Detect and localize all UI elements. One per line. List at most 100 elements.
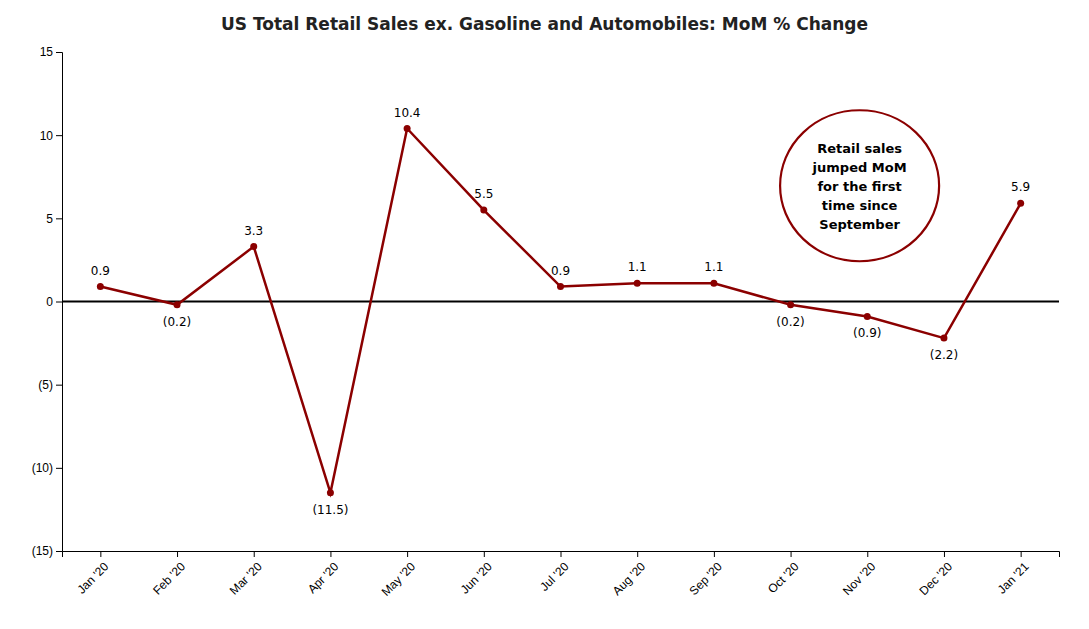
x-tick-mark (714, 551, 715, 557)
x-tick-mark (100, 551, 101, 557)
title: US Total Retail Sales ex. Gasoline and A… (221, 14, 868, 34)
data-label: 5.5 (474, 187, 493, 201)
x-tick-label: Feb '20 (150, 559, 188, 597)
x-tick-mark (254, 551, 255, 557)
x-tick: May '20 (379, 551, 419, 599)
y-tick-label: 5 (46, 212, 53, 226)
x-axis-line (63, 552, 1060, 558)
x-tick: Apr '20 (305, 551, 342, 596)
x-tick-mark (637, 551, 638, 557)
y-tick-label: 10 (40, 129, 54, 143)
data-label: 5.9 (1011, 180, 1030, 194)
data-label: 3.3 (244, 224, 263, 238)
y-tick-mark (56, 135, 62, 136)
data-label: (0.9) (853, 326, 881, 340)
data-label: (0.2) (776, 315, 804, 329)
y-tick-label: (15) (32, 544, 53, 558)
x-tick: Oct '20 (765, 551, 802, 596)
x-axis: Jan '20 Feb '20 Mar '20 Apr '20 May '20 Jun '… (63, 551, 1060, 599)
x-tick-label: Jan '21 (995, 559, 1032, 596)
marker (710, 280, 717, 287)
annotation-group: Retail salesjumped MoMfor the firsttime … (780, 110, 939, 261)
y-tick-mark (56, 468, 62, 469)
y-axis-line (56, 53, 63, 552)
y-tick-label: 0 (46, 295, 53, 309)
y-tick-mark (56, 385, 62, 386)
annotation-ellipse (780, 110, 939, 261)
marker (557, 283, 564, 290)
x-tick-mark (1021, 551, 1022, 557)
x-tick: Nov '20 (840, 551, 879, 598)
chart: US Total Retail Sales ex. Gasoline and A… (0, 0, 1089, 629)
series (97, 125, 1024, 496)
data-labels: 0.9 (0.2) 3.3 (11.5) 10.4 5.5 0.9 1.1 1.1 (0.2) (0… (91, 106, 1030, 517)
data-label: 1.1 (628, 260, 647, 274)
x-tick-label: May '20 (379, 559, 419, 599)
data-label: 1.1 (704, 260, 723, 274)
x-tick-label: Mar '20 (227, 559, 265, 597)
y-tick: 0 (46, 295, 62, 309)
marker (480, 207, 487, 214)
x-tick-mark (867, 551, 868, 557)
x-tick-mark (561, 551, 562, 557)
data-label: (0.2) (163, 315, 191, 329)
x-tick-label: Dec '20 (917, 559, 956, 598)
zero-line (62, 301, 1059, 303)
marker (1017, 200, 1024, 207)
y-tick: (5) (38, 378, 62, 392)
x-tick: Jul '20 (537, 551, 571, 594)
x-tick: Sep '20 (686, 551, 725, 598)
annotation: Retail salesjumped MoMfor the firsttime … (812, 140, 907, 231)
y-tick: 10 (40, 129, 62, 143)
y-tick: 5 (46, 212, 62, 226)
y-tick: 15 (40, 45, 62, 59)
y-axis: (15) (10) (5) 0 5 10 15 (32, 45, 63, 558)
data-label: (11.5) (312, 503, 348, 517)
y-tick: (10) (32, 461, 62, 475)
y-tick-mark (56, 551, 62, 552)
x-tick-mark (944, 551, 945, 557)
x-tick-mark (407, 551, 408, 557)
x-tick-mark (791, 551, 792, 557)
marker (787, 301, 794, 308)
x-tick-label: Nov '20 (840, 559, 879, 598)
x-tick: Feb '20 (150, 551, 188, 598)
y-tick-label: (10) (32, 461, 53, 475)
x-tick-label: Sep '20 (686, 559, 725, 598)
x-tick: Dec '20 (917, 551, 956, 598)
line (100, 129, 1020, 493)
x-tick: Jun '20 (458, 551, 495, 597)
marker (174, 301, 181, 308)
y-tick: (15) (32, 544, 62, 558)
x-tick-label: Apr '20 (305, 559, 342, 596)
x-tick-mark (484, 551, 485, 557)
data-label: 0.9 (551, 264, 570, 278)
y-tick-mark (56, 52, 62, 53)
marker (940, 335, 947, 342)
plot: (15) (10) (5) 0 5 10 15 Jan '20 Feb '20 Mar '20 Ap… (32, 45, 1060, 599)
data-label: 0.9 (91, 264, 110, 278)
y-tick-label: 15 (40, 45, 54, 59)
x-tick-label: Jul '20 (537, 559, 571, 593)
marker (250, 243, 257, 250)
x-tick-label: Jan '20 (74, 559, 111, 596)
y-tick-label: (5) (38, 378, 53, 392)
x-tick-label: Jun '20 (458, 559, 495, 596)
y-tick-mark (56, 302, 62, 303)
marker (404, 125, 411, 132)
marker (327, 489, 334, 496)
x-tick-label: Oct '20 (765, 559, 802, 596)
x-tick-mark (177, 551, 178, 557)
x-tick: Mar '20 (227, 551, 265, 598)
x-tick-label: Aug '20 (610, 559, 649, 598)
x-tick-mark (330, 551, 331, 557)
y-tick-mark (56, 218, 62, 219)
data-label: (2.2) (930, 348, 958, 362)
data-label: 10.4 (394, 106, 421, 120)
marker (864, 313, 871, 320)
x-tick: Jan '21 (995, 551, 1032, 597)
x-tick: Aug '20 (610, 551, 649, 598)
marker (634, 280, 641, 287)
marker (97, 283, 104, 290)
x-tick: Jan '20 (74, 551, 111, 597)
